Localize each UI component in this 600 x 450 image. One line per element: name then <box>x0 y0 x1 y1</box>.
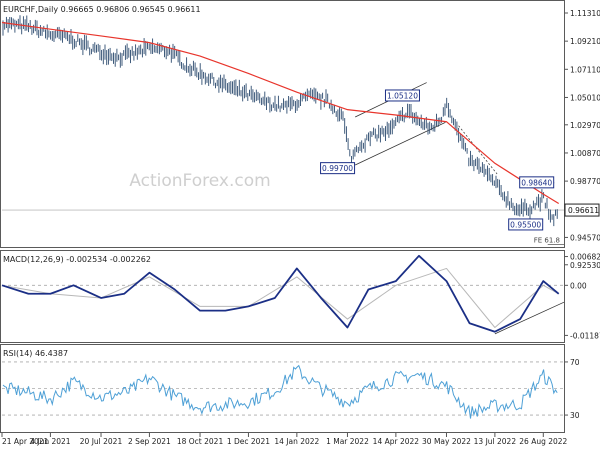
x-tick-label: 18 Oct 2021 <box>177 437 224 446</box>
channel-line <box>354 122 446 166</box>
price-y-tick-label: 0.98770 <box>570 177 600 186</box>
x-tick-label: 1 Mar 2022 <box>326 437 369 446</box>
x-tick-label: 2 Sep 2021 <box>128 437 171 446</box>
price-y-tick-label: 0.94570 <box>570 233 600 242</box>
macd-header: MACD(12,26,9) -0.002534 -0.002262 <box>3 255 151 264</box>
rsi-line <box>2 364 558 419</box>
fe-label: FE 61.8 <box>534 236 560 244</box>
macd-y-tick-label: 0.006823 <box>570 253 600 262</box>
macd-y-tick-label: -0.011874 <box>570 331 600 340</box>
last-price-label: 0.96611 <box>568 206 599 215</box>
last-price-box <box>564 203 600 217</box>
x-tick-label: 1 Dec 2021 <box>227 437 270 446</box>
price-annotation-box <box>384 89 420 102</box>
price-annotation-label: 0.99700 <box>322 164 353 173</box>
price-header: EURCHF,Daily 0.96665 0.96806 0.96545 0.9… <box>3 5 201 14</box>
price-annotation-label: 1.05120 <box>387 91 418 100</box>
price-y-tick-label: 1.09210 <box>570 37 600 46</box>
price-y-tick-label: 1.07110 <box>570 65 600 74</box>
price-y-tick-label: 1.00870 <box>570 149 600 158</box>
rsi-header: RSI(14) 46.4387 <box>3 349 68 358</box>
macd-panel <box>0 250 565 343</box>
price-y-tick-label: 0.92530 <box>570 261 600 270</box>
x-tick-label: 21 Apr 2021 <box>2 437 49 446</box>
rsi-y-tick-label: 70 <box>570 358 580 367</box>
macd-line <box>1 254 560 333</box>
price-panel <box>0 0 565 248</box>
ma-line <box>1 21 560 205</box>
rsi-y-tick-label: 30 <box>570 411 580 420</box>
price-annotation-label: 0.98640 <box>521 178 552 187</box>
x-tick-label: 14 Jan 2022 <box>274 437 319 446</box>
x-tick-label: 14 Apr 2022 <box>373 437 420 446</box>
price-annotation-label: 0.95500 <box>510 220 541 229</box>
watermark: ActionForex.com <box>129 171 270 191</box>
x-tick-label: 4 Jun 2021 <box>30 437 71 446</box>
price-annotation-box <box>519 176 555 189</box>
macd-trendline <box>494 301 565 335</box>
x-tick-label: 30 May 2022 <box>422 437 471 446</box>
price-annotation-box <box>320 162 356 175</box>
price-annotation-box <box>508 218 544 231</box>
rsi-panel <box>0 344 565 433</box>
x-tick-label: 13 Jul 2022 <box>474 437 517 446</box>
price-y-tick-label: 1.02970 <box>570 121 600 130</box>
x-tick-label: 26 Aug 2022 <box>519 437 567 446</box>
macd-y-tick-label: 0.00 <box>570 281 587 290</box>
price-y-tick-label: 1.05010 <box>570 93 600 102</box>
price-y-tick-label: 1.11310 <box>570 9 600 18</box>
x-tick-label: 20 Jul 2021 <box>80 437 123 446</box>
